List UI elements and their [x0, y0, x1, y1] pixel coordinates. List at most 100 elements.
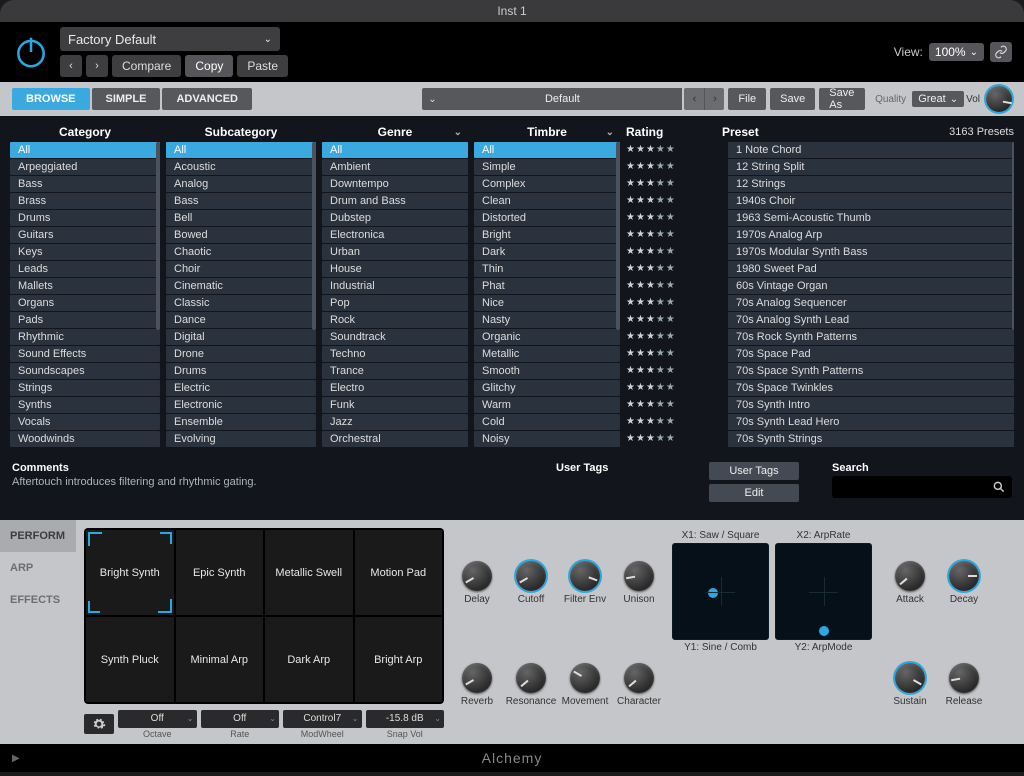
- perform-pad[interactable]: Minimal Arp: [176, 617, 264, 702]
- view-zoom-select[interactable]: 100%⌄: [929, 43, 984, 61]
- list-item[interactable]: Bright: [474, 227, 620, 243]
- list-item[interactable]: Smooth: [474, 363, 620, 379]
- link-icon[interactable]: [990, 42, 1012, 62]
- list-item[interactable]: Ensemble: [166, 414, 316, 430]
- knob-character[interactable]: [624, 663, 654, 693]
- list-item[interactable]: Drum and Bass: [322, 193, 468, 209]
- list-item[interactable]: Brass: [10, 193, 160, 209]
- preset-row[interactable]: ★★★★★70s Rock Synth Patterns: [626, 329, 1014, 345]
- list-item[interactable]: Cinematic: [166, 278, 316, 294]
- copy-button[interactable]: Copy: [185, 55, 233, 77]
- list-item[interactable]: Soundtrack: [322, 329, 468, 345]
- list-item[interactable]: Arpeggiated: [10, 159, 160, 175]
- rating-stars[interactable]: ★★★★★: [626, 332, 722, 342]
- rating-stars[interactable]: ★★★★★: [626, 196, 722, 206]
- list-item[interactable]: Pop: [322, 295, 468, 311]
- preset-row[interactable]: ★★★★★70s Analog Synth Lead: [626, 312, 1014, 328]
- preset-row[interactable]: ★★★★★70s Space Twinkles: [626, 380, 1014, 396]
- list-item[interactable]: Choir: [166, 261, 316, 277]
- list-item[interactable]: Dance: [166, 312, 316, 328]
- current-preset[interactable]: Default: [442, 88, 682, 110]
- rating-stars[interactable]: ★★★★★: [626, 179, 722, 189]
- play-icon[interactable]: ▶: [12, 753, 21, 764]
- list-item[interactable]: Phat: [474, 278, 620, 294]
- rating-stars[interactable]: ★★★★★: [626, 281, 722, 291]
- list-item[interactable]: Simple: [474, 159, 620, 175]
- perform-pad[interactable]: Epic Synth: [176, 530, 264, 615]
- volume-knob[interactable]: [986, 86, 1012, 112]
- preset-row[interactable]: ★★★★★1970s Analog Arp: [626, 227, 1014, 243]
- list-item[interactable]: Clean: [474, 193, 620, 209]
- rating-stars[interactable]: ★★★★★: [626, 434, 722, 444]
- list-item[interactable]: Organic: [474, 329, 620, 345]
- file-button[interactable]: File: [728, 88, 766, 110]
- list-item[interactable]: Drone: [166, 346, 316, 362]
- list-item[interactable]: Sound Effects: [10, 346, 160, 362]
- pad-control-select[interactable]: Off⌄: [118, 710, 197, 728]
- power-icon[interactable]: [12, 33, 50, 71]
- knob-reverb[interactable]: [462, 663, 492, 693]
- pad-control-select[interactable]: Control7⌄: [283, 710, 362, 728]
- list-item[interactable]: Organs: [10, 295, 160, 311]
- perform-pad[interactable]: Synth Pluck: [86, 617, 174, 702]
- knob-movement[interactable]: [570, 663, 600, 693]
- list-item[interactable]: Dubstep: [322, 210, 468, 226]
- tab-browse[interactable]: BROWSE: [12, 88, 90, 110]
- genre-header[interactable]: Genre⌄: [322, 122, 468, 142]
- perform-tab-arp[interactable]: ARP: [0, 552, 76, 584]
- preset-header[interactable]: Preset: [722, 125, 949, 139]
- list-item[interactable]: Industrial: [322, 278, 468, 294]
- list-item[interactable]: Mallets: [10, 278, 160, 294]
- pad-control-select[interactable]: Off⌄: [201, 710, 280, 728]
- list-item[interactable]: Bell: [166, 210, 316, 226]
- knob-cutoff[interactable]: [516, 561, 546, 591]
- list-item[interactable]: Jazz: [322, 414, 468, 430]
- list-item[interactable]: All: [474, 142, 620, 158]
- prev-button[interactable]: ‹: [684, 88, 704, 110]
- list-item[interactable]: Bass: [166, 193, 316, 209]
- list-item[interactable]: Electronica: [322, 227, 468, 243]
- rating-stars[interactable]: ★★★★★: [626, 417, 722, 427]
- list-item[interactable]: Trance: [322, 363, 468, 379]
- user-tags-button[interactable]: User Tags: [709, 462, 799, 480]
- list-item[interactable]: All: [166, 142, 316, 158]
- list-item[interactable]: Soundscapes: [10, 363, 160, 379]
- paste-button[interactable]: Paste: [237, 55, 288, 77]
- knob-release[interactable]: [949, 663, 979, 693]
- preset-row[interactable]: ★★★★★1980 Sweet Pad: [626, 261, 1014, 277]
- perform-tab-perform[interactable]: PERFORM: [0, 520, 76, 552]
- preset-row[interactable]: ★★★★★12 Strings: [626, 176, 1014, 192]
- list-item[interactable]: Thin: [474, 261, 620, 277]
- preset-menu-button[interactable]: ⌄: [422, 88, 442, 110]
- list-item[interactable]: Cold: [474, 414, 620, 430]
- gear-icon[interactable]: [84, 714, 114, 734]
- list-item[interactable]: Rhythmic: [10, 329, 160, 345]
- xy-pad-1[interactable]: [672, 543, 769, 640]
- preset-row[interactable]: ★★★★★70s Space Pad: [626, 346, 1014, 362]
- list-item[interactable]: Classic: [166, 295, 316, 311]
- rating-stars[interactable]: ★★★★★: [626, 349, 722, 359]
- quality-select[interactable]: Great⌄: [912, 91, 964, 107]
- list-item[interactable]: Digital: [166, 329, 316, 345]
- compare-button[interactable]: Compare: [112, 55, 181, 77]
- list-item[interactable]: Electro: [322, 380, 468, 396]
- timbre-header[interactable]: Timbre⌄: [474, 122, 620, 142]
- list-item[interactable]: Drums: [166, 363, 316, 379]
- list-item[interactable]: Funk: [322, 397, 468, 413]
- preset-row[interactable]: ★★★★★60s Vintage Organ: [626, 278, 1014, 294]
- preset-row[interactable]: ★★★★★70s Space Synth Patterns: [626, 363, 1014, 379]
- list-item[interactable]: Vocals: [10, 414, 160, 430]
- perform-pad[interactable]: Dark Arp: [265, 617, 353, 702]
- list-item[interactable]: Evolving: [166, 431, 316, 447]
- rating-stars[interactable]: ★★★★★: [626, 366, 722, 376]
- preset-row[interactable]: ★★★★★70s Synth Strings: [626, 431, 1014, 447]
- list-item[interactable]: Metallic: [474, 346, 620, 362]
- list-item[interactable]: Strings: [10, 380, 160, 396]
- knob-attack[interactable]: [895, 561, 925, 591]
- preset-row[interactable]: ★★★★★70s Synth Lead Hero: [626, 414, 1014, 430]
- list-item[interactable]: Synths: [10, 397, 160, 413]
- preset-selector[interactable]: Factory Default ⌄: [60, 27, 280, 51]
- xy-pad-2[interactable]: [775, 543, 872, 640]
- list-item[interactable]: Distorted: [474, 210, 620, 226]
- list-item[interactable]: All: [322, 142, 468, 158]
